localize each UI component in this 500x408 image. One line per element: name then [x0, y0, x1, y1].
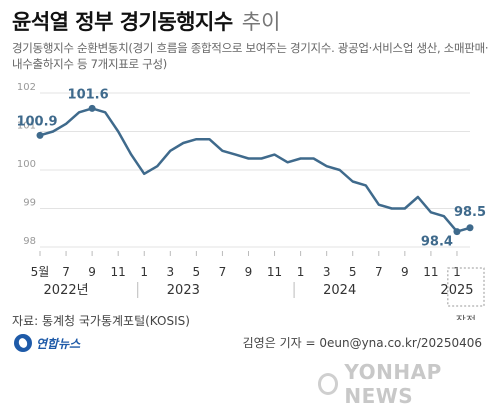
chart-subtitle: 경기동행지수 순환변동치(경기 흐름을 종합적으로 보여주는 경기지수. 광공업…	[12, 41, 489, 71]
data-point	[466, 224, 474, 232]
x-tick-label: 1	[297, 265, 305, 279]
data-label: 98.5	[454, 205, 486, 220]
x-tick-label: 5월	[31, 265, 50, 279]
title-suffix: 추이	[241, 10, 281, 34]
y-tick-label: 102	[17, 82, 36, 93]
x-tick-label: 7	[375, 265, 383, 279]
x-tick-label: 1	[140, 265, 148, 279]
x-tick-label: 11	[267, 265, 282, 279]
source-note: 자료: 통계청 국가통계포털(KOSIS)	[12, 314, 190, 328]
yonhap-logo: 연합뉴스	[14, 334, 80, 352]
series-line	[39, 107, 471, 233]
watermark-icon	[318, 373, 339, 395]
data-label: 101.6	[68, 87, 109, 102]
provisional-label: 잠정	[456, 314, 476, 320]
x-tick-label: 9	[88, 265, 96, 279]
x-tick-label: 7	[219, 265, 227, 279]
year-label: 2025	[440, 283, 473, 298]
x-tick-label: 5	[193, 265, 201, 279]
provisional-box	[447, 267, 485, 307]
data-label: 98.4	[421, 235, 453, 250]
year-label: 2024	[323, 283, 356, 298]
x-tick-label: 11	[423, 265, 438, 279]
year-label: 2023	[167, 283, 200, 298]
watermark-text: YONHAP NEWS	[344, 360, 442, 408]
y-tick-label: 99	[23, 198, 36, 209]
data-label: 100.9	[16, 114, 57, 129]
chart-title: 윤석열 정부 경기동행지수 추이	[12, 6, 280, 36]
year-label: 2022년	[44, 283, 89, 298]
x-tick-label: 9	[245, 265, 253, 279]
logo-text: 연합뉴스	[36, 336, 81, 351]
data-point	[453, 228, 461, 236]
x-tick-label: 3	[323, 265, 331, 279]
x-tick-label: 11	[111, 265, 126, 279]
y-tick-label: 100	[17, 159, 36, 170]
watermark: YONHAP NEWS	[318, 360, 500, 408]
x-tick-label: 5	[349, 265, 357, 279]
title-main: 윤석열 정부 경기동행지수	[12, 10, 233, 34]
x-tick-label: 1	[453, 265, 461, 279]
reporter-credit: 김영은 기자 = 0eun@yna.co.kr/20250406	[242, 336, 482, 350]
y-tick-label: 98	[23, 236, 36, 247]
data-point	[88, 104, 96, 112]
x-tick-label: 7	[62, 265, 70, 279]
yonhap-logo-icon	[14, 334, 32, 352]
x-tick-label: 3	[166, 265, 174, 279]
data-point	[36, 131, 44, 139]
y-tick-label: 101	[17, 121, 36, 132]
x-tick-label: 9	[401, 265, 409, 279]
